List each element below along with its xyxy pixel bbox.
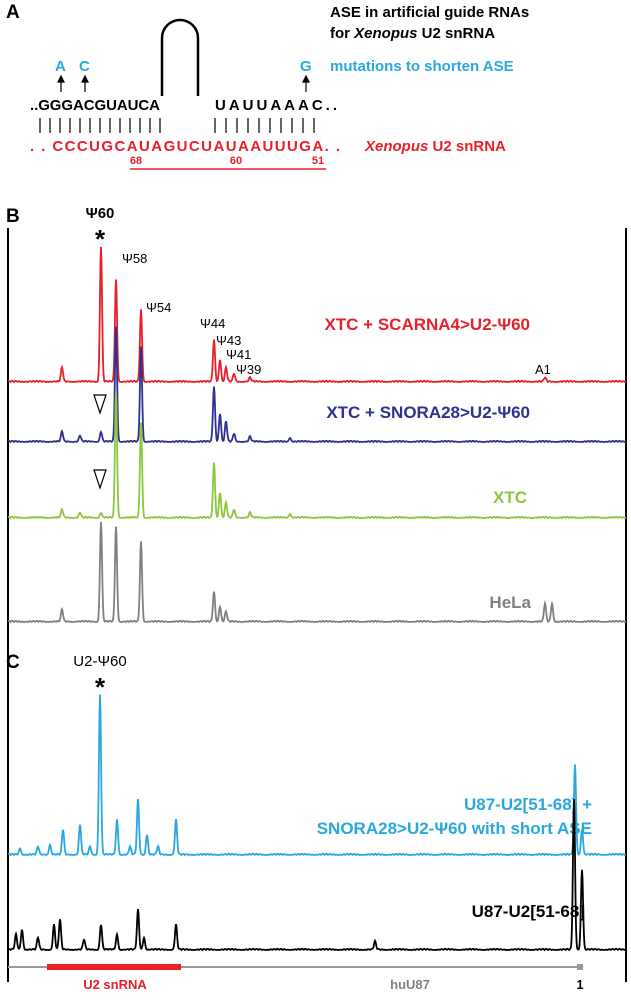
arrowhead bbox=[93, 469, 107, 490]
trace-label: XTC + SNORA28>U2-Ψ60 bbox=[326, 403, 530, 422]
peak-label: U2-Ψ60 bbox=[73, 653, 126, 670]
trace-label: XTC bbox=[493, 488, 527, 507]
trace bbox=[7, 246, 627, 384]
axis-end bbox=[577, 964, 583, 970]
trace bbox=[7, 392, 627, 520]
peak-label: Ψ44 bbox=[200, 316, 225, 331]
peak-label: Ψ41 bbox=[226, 347, 251, 362]
arrowhead bbox=[93, 394, 107, 415]
panel-label: A bbox=[6, 2, 20, 23]
label: Xenopus U2 snRNA bbox=[364, 138, 506, 155]
trace-label: U87-U2[51-68] bbox=[472, 902, 585, 921]
peak-label: Ψ54 bbox=[146, 300, 171, 315]
axis-label: huU87 bbox=[390, 977, 430, 992]
peak-label: Ψ60 bbox=[86, 205, 115, 222]
sequence: . . CCCUGCAUAGUCUAUAAUUUGA. . bbox=[30, 138, 340, 155]
trace-label: SNORA28>U2-Ψ60 with short ASE bbox=[317, 819, 592, 838]
trace-label: XTC + SCARNA4>U2-Ψ60 bbox=[324, 315, 530, 334]
peak-label: Ψ58 bbox=[122, 251, 147, 266]
trace bbox=[7, 694, 627, 857]
caption: mutations to shorten ASE bbox=[330, 58, 514, 75]
trace-label: U87-U2[51-68] + bbox=[464, 795, 592, 814]
arrows bbox=[57, 74, 310, 92]
peak-label: A1 bbox=[535, 362, 551, 377]
star: * bbox=[95, 672, 106, 702]
panel-label: C bbox=[6, 652, 20, 673]
sequence: UAUUAAAC.. bbox=[215, 97, 337, 114]
text: for bbox=[330, 25, 354, 42]
text: U2 snRNA bbox=[428, 138, 506, 155]
trace bbox=[7, 326, 627, 444]
peak-label: Ψ43 bbox=[216, 333, 241, 348]
sequence: ..GGGACGUAUCA bbox=[30, 97, 160, 114]
text: Xenopus bbox=[353, 25, 417, 42]
stem-loop bbox=[160, 18, 200, 96]
text: U2 snRNA bbox=[418, 25, 496, 42]
base-pairs bbox=[39, 118, 315, 133]
panel-label: B bbox=[6, 206, 20, 227]
position: 51 bbox=[312, 155, 324, 167]
axis-label: U2 snRNA bbox=[83, 977, 147, 992]
position: 60 bbox=[230, 155, 242, 167]
trace bbox=[7, 799, 627, 952]
position: 68 bbox=[130, 155, 142, 167]
peak-label: Ψ39 bbox=[236, 362, 261, 377]
mutation: C bbox=[79, 58, 90, 75]
mutation: G bbox=[300, 58, 312, 75]
trace bbox=[7, 521, 627, 624]
star: * bbox=[95, 224, 106, 254]
text: Xenopus bbox=[364, 138, 428, 155]
title: for Xenopus U2 snRNA bbox=[330, 25, 495, 42]
axis-label: 1 bbox=[576, 977, 583, 992]
title: ASE in artificial guide RNAs bbox=[330, 4, 529, 21]
mutation: A bbox=[55, 58, 66, 75]
trace-label: HeLa bbox=[489, 593, 531, 612]
